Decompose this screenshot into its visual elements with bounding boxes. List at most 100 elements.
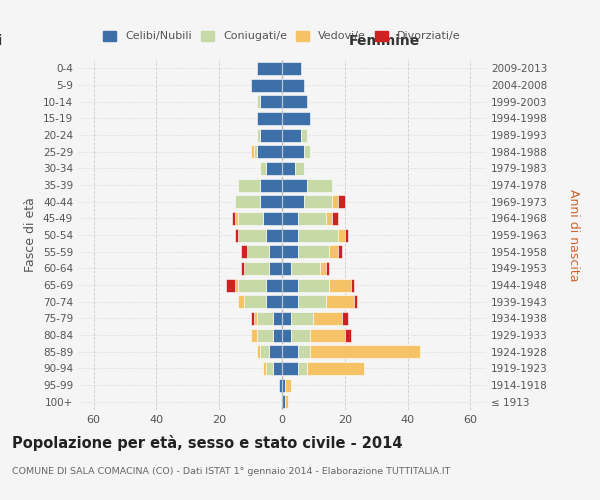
Bar: [257, 128, 260, 141]
Bar: [266, 362, 272, 375]
Bar: [310, 345, 420, 358]
Bar: [244, 262, 269, 275]
Bar: [282, 245, 298, 258]
Bar: [282, 328, 292, 342]
Bar: [241, 245, 247, 258]
Bar: [260, 162, 266, 175]
Bar: [338, 228, 345, 241]
Bar: [338, 195, 345, 208]
Bar: [235, 228, 238, 241]
Bar: [235, 195, 260, 208]
Bar: [257, 345, 260, 358]
Bar: [254, 312, 257, 325]
Text: Femmine: Femmine: [349, 34, 419, 48]
Bar: [354, 295, 358, 308]
Bar: [332, 212, 338, 225]
Bar: [251, 145, 254, 158]
Bar: [320, 262, 326, 275]
Bar: [298, 228, 338, 241]
Bar: [260, 345, 269, 358]
Bar: [282, 162, 295, 175]
Bar: [329, 245, 338, 258]
Bar: [285, 395, 288, 408]
Bar: [282, 95, 307, 108]
Bar: [251, 312, 254, 325]
Bar: [282, 312, 292, 325]
Bar: [292, 262, 320, 275]
Bar: [310, 328, 345, 342]
Bar: [341, 312, 348, 325]
Bar: [238, 278, 266, 291]
Bar: [279, 378, 282, 392]
Bar: [257, 62, 282, 75]
Bar: [247, 245, 269, 258]
Bar: [260, 195, 282, 208]
Bar: [254, 145, 257, 158]
Bar: [282, 262, 292, 275]
Bar: [260, 128, 282, 141]
Bar: [307, 362, 364, 375]
Bar: [269, 345, 282, 358]
Bar: [282, 128, 301, 141]
Bar: [298, 295, 326, 308]
Bar: [345, 228, 348, 241]
Bar: [326, 262, 329, 275]
Bar: [304, 145, 310, 158]
Bar: [332, 195, 338, 208]
Text: Maschi: Maschi: [0, 34, 3, 48]
Bar: [282, 112, 310, 125]
Bar: [282, 295, 298, 308]
Bar: [282, 345, 298, 358]
Bar: [298, 278, 329, 291]
Bar: [238, 212, 263, 225]
Bar: [244, 295, 266, 308]
Bar: [257, 312, 272, 325]
Bar: [251, 78, 282, 92]
Bar: [301, 128, 307, 141]
Bar: [257, 112, 282, 125]
Bar: [326, 295, 354, 308]
Bar: [257, 145, 282, 158]
Bar: [307, 178, 332, 192]
Bar: [257, 328, 272, 342]
Bar: [226, 278, 235, 291]
Bar: [251, 328, 257, 342]
Bar: [282, 378, 285, 392]
Bar: [238, 178, 260, 192]
Bar: [282, 178, 307, 192]
Bar: [269, 245, 282, 258]
Bar: [298, 212, 326, 225]
Bar: [263, 212, 282, 225]
Bar: [241, 262, 244, 275]
Y-axis label: Anni di nascita: Anni di nascita: [567, 188, 580, 281]
Text: COMUNE DI SALA COMACINA (CO) - Dati ISTAT 1° gennaio 2014 - Elaborazione TUTTITA: COMUNE DI SALA COMACINA (CO) - Dati ISTA…: [12, 468, 451, 476]
Bar: [235, 278, 238, 291]
Bar: [304, 195, 332, 208]
Bar: [282, 395, 285, 408]
Bar: [329, 278, 351, 291]
Text: Popolazione per età, sesso e stato civile - 2014: Popolazione per età, sesso e stato civil…: [12, 435, 403, 451]
Bar: [235, 212, 238, 225]
Bar: [313, 312, 341, 325]
Bar: [282, 62, 301, 75]
Bar: [266, 228, 282, 241]
Bar: [266, 278, 282, 291]
Bar: [272, 362, 282, 375]
Bar: [269, 262, 282, 275]
Bar: [272, 328, 282, 342]
Bar: [282, 228, 298, 241]
Bar: [266, 295, 282, 308]
Bar: [266, 162, 282, 175]
Bar: [257, 95, 260, 108]
Bar: [298, 345, 310, 358]
Bar: [282, 212, 298, 225]
Bar: [298, 245, 329, 258]
Bar: [263, 362, 266, 375]
Bar: [282, 278, 298, 291]
Legend: Celibi/Nubili, Coniugati/e, Vedovi/e, Divorziati/e: Celibi/Nubili, Coniugati/e, Vedovi/e, Di…: [103, 30, 461, 42]
Bar: [238, 295, 244, 308]
Bar: [260, 178, 282, 192]
Bar: [292, 328, 310, 342]
Bar: [338, 245, 341, 258]
Y-axis label: Fasce di età: Fasce di età: [25, 198, 37, 272]
